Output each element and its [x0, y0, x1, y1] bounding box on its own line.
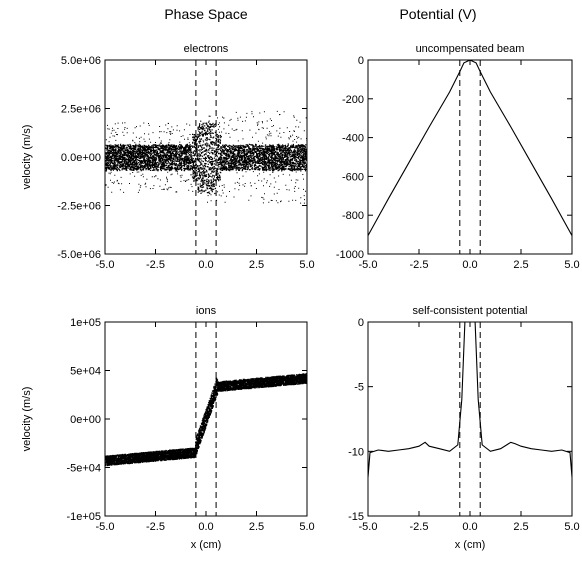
y-tick-label: 5e+04	[70, 366, 101, 378]
x-tick-label: -2.5	[410, 259, 429, 271]
x-tick-label: -5.0	[96, 259, 115, 271]
x-tick-label: -2.5	[410, 521, 429, 533]
y-tick-label: 1e+05	[70, 317, 101, 329]
x-tick-label: 0.0	[462, 521, 477, 533]
y-axis-label: velocity (m/s)	[21, 387, 33, 452]
y-tick-label: 0.0e+00	[61, 152, 101, 164]
x-tick-label: 5.0	[564, 259, 579, 271]
electrons-phase-space-plot: electrons -5.0 -2.5 0.0 2.5 5.0 5.0e+06 2.5e+06…	[21, 43, 315, 271]
y-tick-label: -5.0e+06	[57, 249, 101, 261]
x-tick-label: 0.0	[198, 259, 213, 271]
plot-title: uncompensated beam	[416, 43, 525, 55]
x-tick-label: -2.5	[146, 521, 165, 533]
x-tick-label: 2.5	[249, 521, 264, 533]
y-tick-label: 5.0e+06	[61, 55, 101, 67]
ion-particles	[105, 373, 307, 467]
y-tick-label: -5e+04	[66, 463, 101, 475]
x-tick-label: 5.0	[299, 521, 314, 533]
electron-particles	[105, 110, 307, 204]
x-tick-label: 0.0	[198, 521, 213, 533]
y-tick-label: -600	[342, 171, 364, 183]
x-tick-label: -5.0	[96, 521, 115, 533]
y-tick-label: -15	[348, 511, 364, 523]
x-axis-label: x (cm)	[455, 539, 486, 551]
heading-left: Phase Space	[164, 6, 247, 22]
y-tick-label: -5	[354, 382, 364, 394]
x-tick-label: 5.0	[299, 259, 314, 271]
ions-phase-space-plot: ions -5.0 -2.5 0.0 2.5 5.0 1e+05 5e+04 0e+00 -5e+…	[21, 305, 315, 551]
potential-curve	[368, 322, 572, 478]
y-tick-label: -2.5e+06	[57, 201, 101, 213]
y-tick-label: -200	[342, 94, 364, 106]
uncompensated-beam-potential-plot: uncompensated beam -5.0 -2.5 0.0 2.5 5.0 0 -200…	[336, 43, 580, 271]
x-tick-label: 5.0	[564, 521, 579, 533]
potential-curve	[368, 60, 572, 236]
plot-title: ions	[196, 305, 217, 317]
x-tick-label: -2.5	[146, 259, 165, 271]
x-tick-label: 0.0	[462, 259, 477, 271]
plot-title: electrons	[184, 43, 229, 55]
plot-area	[368, 60, 572, 236]
y-tick-label: -800	[342, 210, 364, 222]
heading-right: Potential (V)	[399, 6, 476, 22]
x-tick-label: 2.5	[513, 259, 528, 271]
x-axis-label: x (cm)	[191, 539, 222, 551]
plot-title: self-consistent potential	[413, 305, 528, 317]
y-tick-label: 0	[358, 317, 364, 329]
y-tick-label: 0	[358, 55, 364, 67]
y-tick-label: -1e+05	[66, 511, 101, 523]
y-tick-label: -1000	[336, 249, 364, 261]
x-tick-label: 2.5	[249, 259, 264, 271]
self-consistent-potential-plot: self-consistent potential -5.0 -2.5 0.0 2.5 5…	[348, 305, 580, 551]
plot-area	[105, 373, 307, 467]
y-tick-label: 0e+00	[70, 414, 101, 426]
y-tick-label: -400	[342, 133, 364, 145]
plot-frame	[367, 321, 573, 517]
y-tick-label: 2.5e+06	[61, 104, 101, 116]
plot-area	[105, 110, 307, 204]
x-tick-label: 2.5	[513, 521, 528, 533]
y-tick-label: -10	[348, 446, 364, 458]
y-axis-label: velocity (m/s)	[21, 125, 33, 190]
x-tick-label: -5.0	[359, 259, 378, 271]
plot-frame	[367, 59, 573, 255]
plot-area	[368, 322, 572, 478]
x-tick-label: -5.0	[359, 521, 378, 533]
